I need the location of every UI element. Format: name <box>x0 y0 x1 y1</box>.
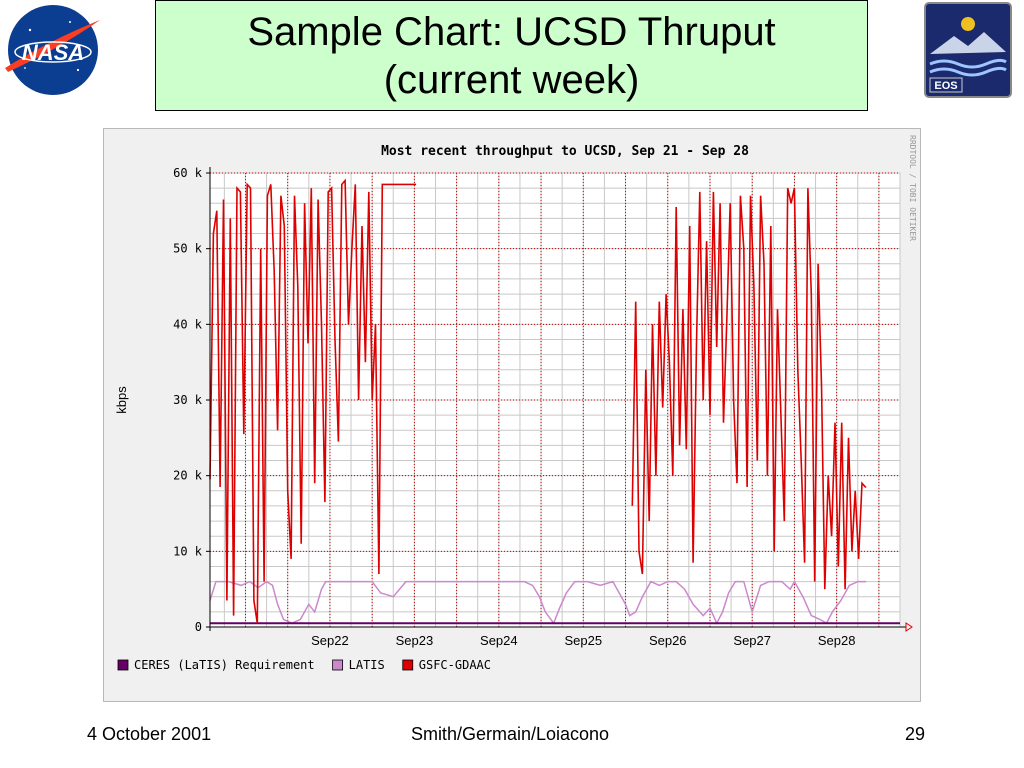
x-tick-label: Sep24 <box>480 633 518 648</box>
series-line-gsfc-gdaac <box>631 187 867 590</box>
legend-swatch <box>117 659 129 671</box>
y-tick-label: 10 k <box>173 544 203 558</box>
footer-authors: Smith/Germain/Loiacono <box>410 724 610 744</box>
throughput-chart: 0 10 k 20 k 30 k 40 k 50 k 60 k Sep22 Sep23 Sep24… <box>114 135 917 672</box>
rrdtool-credit-label: RRDTOOL / TOBI OETIKER <box>908 135 917 241</box>
chart-panel: 0 10 k 20 k 30 k 40 k 50 k 60 k Sep22 Sep23 Sep24… <box>103 128 921 702</box>
eos-logo: EOS <box>924 2 1012 98</box>
footer-page-number: 29 <box>905 724 926 744</box>
x-tick-label: Sep27 <box>733 633 771 648</box>
x-axis-arrow <box>905 622 913 632</box>
chart-title: Most recent throughput to UCSD, Sep 21 -… <box>381 144 749 159</box>
series-line-latis <box>209 580 867 625</box>
y-tick-label: 20 k <box>173 469 203 483</box>
legend-label: LATIS <box>349 658 385 672</box>
series-line-gsfc-gdaac <box>209 178 417 624</box>
legend-swatch <box>332 659 344 671</box>
y-tick-label: 0 <box>195 620 202 634</box>
legend-label: GSFC-GDAAC <box>419 658 491 672</box>
nasa-logo: NASA <box>5 5 100 95</box>
y-axis-label: kbps <box>114 386 129 414</box>
x-tick-label: Sep23 <box>396 633 434 648</box>
footer-date: 4 October 2001 <box>87 724 212 744</box>
y-tick-label: 30 k <box>173 393 203 407</box>
y-tick-label: 60 k <box>173 166 203 180</box>
x-tick-label: Sep28 <box>818 633 856 648</box>
slide-title-box: Sample Chart: UCSD Thruput (current week… <box>155 0 868 111</box>
x-tick-label: Sep26 <box>649 633 687 648</box>
x-tick-label: Sep25 <box>564 633 602 648</box>
y-tick-label: 40 k <box>173 317 203 331</box>
nasa-logo-text: NASA <box>22 40 84 65</box>
slide-title-line1: Sample Chart: UCSD Thruput <box>247 10 776 54</box>
legend-swatch <box>402 659 414 671</box>
eos-logo-text: EOS <box>934 80 957 92</box>
x-tick-label: Sep22 <box>311 633 349 648</box>
y-tick-label: 50 k <box>173 242 203 256</box>
legend-label: CERES (LaTIS) Requirement <box>134 658 315 672</box>
slide-title-line2: (current week) <box>383 58 640 102</box>
